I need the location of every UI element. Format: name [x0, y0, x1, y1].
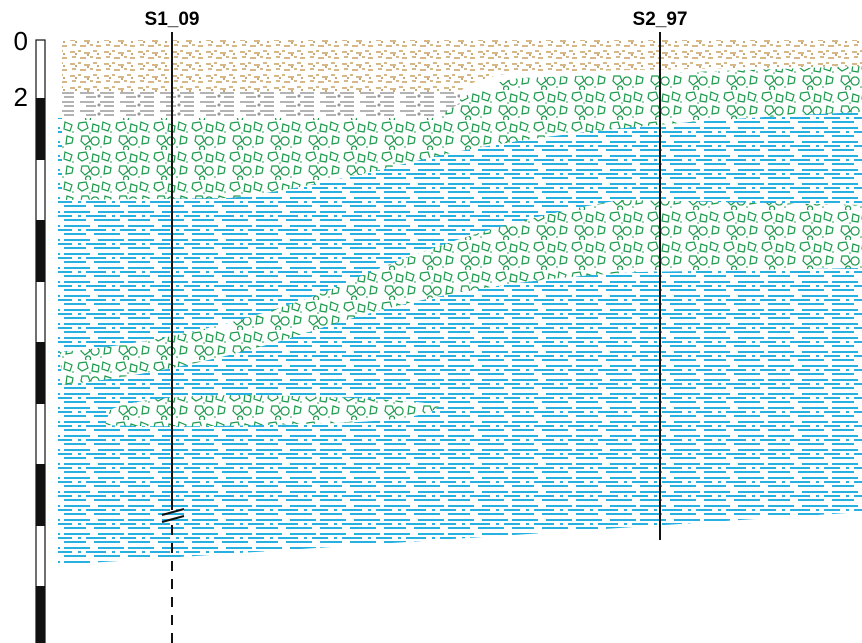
- borehole-label: S2_97: [633, 9, 688, 30]
- depth-scale: [35, 39, 46, 643]
- gravel-lens: [60, 200, 862, 385]
- scale-label: 0: [14, 26, 28, 56]
- gravel-lens: [105, 395, 440, 427]
- borehole-label: S1_09: [145, 9, 200, 30]
- sand-layer: [62, 40, 862, 92]
- scale-label: 2: [14, 82, 28, 112]
- silt-layer: [62, 92, 460, 118]
- break-symbol: [161, 508, 185, 523]
- gravel-layer: [62, 66, 862, 200]
